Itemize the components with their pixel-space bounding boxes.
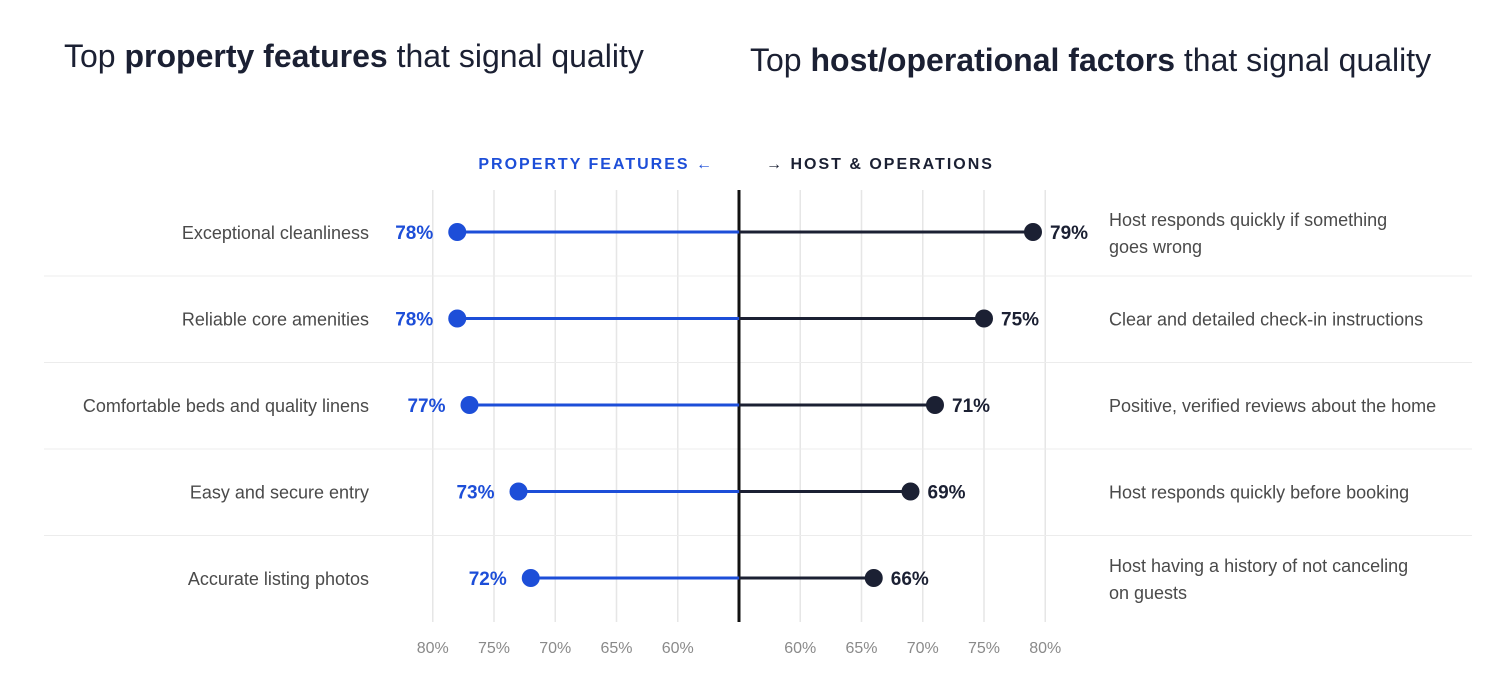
property-category-label: Exceptional cleanliness (182, 223, 369, 243)
host-dot (926, 396, 944, 414)
property-value-label: 77% (407, 396, 445, 417)
host-value-label: 66% (891, 569, 929, 590)
property-value-label: 72% (469, 569, 507, 590)
x-tick-label-left: 60% (662, 640, 694, 657)
property-value-label: 73% (456, 483, 494, 504)
host-value-label: 71% (952, 396, 990, 417)
right-title-prefix: Top (750, 42, 811, 78)
legend-property-features: PROPERTY FEATURES ← (478, 156, 714, 173)
right-title-bold: host/operational factors (810, 42, 1175, 78)
legend-host-operations: → HOST & OPERATIONS (766, 156, 994, 173)
property-dot (448, 223, 467, 241)
host-category-label: Host responds quickly before booking (1109, 483, 1409, 503)
x-tick-label-right: 75% (968, 640, 1000, 657)
x-tick-label-right: 70% (907, 640, 939, 657)
host-category-label: Positive, verified reviews about the hom… (1109, 396, 1436, 416)
left-title: Top property features that signal qualit… (64, 38, 644, 75)
property-dot (521, 569, 540, 587)
host-category-label-line: on guests (1109, 583, 1187, 603)
left-title-suffix: that signal quality (387, 38, 644, 74)
x-tick-label-left: 75% (478, 640, 510, 657)
host-dot (901, 482, 920, 501)
property-value-label: 78% (395, 310, 433, 331)
host-category-label: Host having a history of not canceling on… (1109, 556, 1408, 603)
x-tick-label-right: 80% (1029, 640, 1061, 657)
host-value-label: 75% (1001, 310, 1039, 331)
x-tick-label-right: 60% (784, 640, 816, 657)
left-title-prefix: Top (64, 38, 125, 74)
host-category-label: Clear and detailed check-in instructions (1109, 310, 1423, 330)
host-category-label-line: Host responds quickly if something (1109, 210, 1387, 230)
x-tick-label-left: 70% (539, 640, 571, 657)
x-tick-label-left: 80% (417, 640, 449, 657)
host-category-label: Host responds quickly if something goes w… (1109, 210, 1387, 257)
left-title-bold: property features (124, 38, 388, 74)
property-category-label: Comfortable beds and quality linens (83, 396, 369, 416)
x-tick-label-right: 65% (845, 640, 877, 657)
host-dot (1024, 223, 1042, 241)
host-dot (975, 309, 993, 328)
host-category-label-line: goes wrong (1109, 237, 1202, 257)
x-tick-label-left: 65% (600, 640, 632, 657)
property-dot (460, 396, 479, 414)
host-category-label-line: Host having a history of not canceling (1109, 556, 1408, 576)
right-title: Top host/operational factors that signal… (750, 42, 1431, 79)
host-dot (864, 569, 883, 587)
host-value-label: 69% (928, 483, 966, 504)
property-category-label: Easy and secure entry (190, 483, 369, 503)
property-value-label: 78% (395, 223, 433, 244)
right-title-suffix: that signal quality (1174, 42, 1432, 78)
host-value-label: 79% (1050, 223, 1088, 244)
property-dot (448, 309, 467, 328)
property-category-label: Accurate listing photos (188, 569, 369, 589)
property-dot (509, 482, 528, 501)
property-category-label: Reliable core amenities (182, 310, 369, 330)
